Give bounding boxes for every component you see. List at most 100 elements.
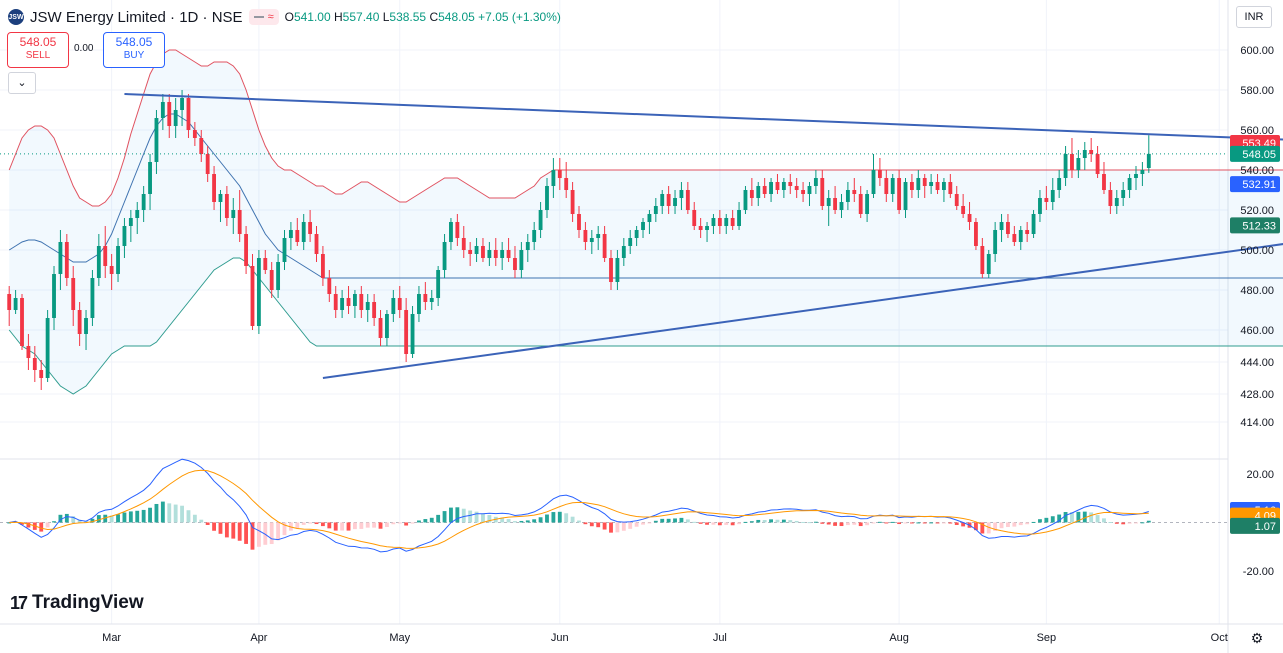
candle-down <box>493 250 498 258</box>
settings-gear-icon[interactable]: ⚙ <box>1250 630 1264 646</box>
macd-histogram-bar <box>705 522 709 525</box>
macd-histogram-bar <box>327 522 332 529</box>
candle-up <box>589 238 594 242</box>
candle-up <box>653 206 658 214</box>
histogram-value-label-bg <box>1230 517 1280 534</box>
candle-down <box>269 270 274 290</box>
candle-down <box>320 254 325 278</box>
candle-down <box>974 222 978 246</box>
sell-label: SELL <box>25 50 51 61</box>
macd-histogram-bar <box>1134 522 1138 524</box>
macd-histogram-bar <box>1044 517 1049 523</box>
candle-up <box>436 270 441 298</box>
candle-down <box>935 182 940 190</box>
candle-down <box>948 182 953 194</box>
upper-trend-line <box>124 93 1283 141</box>
macd-histogram-bar <box>986 522 991 534</box>
candle-up <box>756 186 761 198</box>
macd-histogram-bar <box>570 516 575 523</box>
currency-selector[interactable]: INR <box>1236 6 1272 28</box>
price-tick-label: 520.00 <box>1240 205 1274 217</box>
candle-up <box>743 190 748 210</box>
macd-histogram-bar <box>551 512 556 523</box>
candle-up <box>1140 170 1145 174</box>
macd-histogram-bar <box>1006 522 1010 528</box>
candle-up <box>218 194 223 202</box>
macd-histogram-bar <box>711 522 716 525</box>
macd-histogram-bar <box>340 522 345 531</box>
macd-histogram-bar <box>589 522 594 527</box>
candle-up <box>256 258 261 326</box>
candle-up <box>737 210 741 226</box>
macd-histogram-bar <box>128 511 133 523</box>
candle-up <box>673 198 677 206</box>
candle-down <box>263 258 268 270</box>
candle-down <box>583 230 588 242</box>
candle-up <box>340 298 345 310</box>
macd-histogram-bar <box>180 505 184 523</box>
candle-down <box>1070 154 1074 170</box>
candle-up <box>96 246 101 278</box>
time-tick-label: Apr <box>250 632 267 644</box>
macd-histogram-bar <box>666 518 671 523</box>
macd-histogram-bar <box>506 519 511 523</box>
macd-histogram-bar <box>250 522 255 550</box>
collapse-chevron-icon[interactable]: ⌄ <box>8 72 36 94</box>
macd-histogram-bar <box>378 522 383 529</box>
middle-band-price-label-bg <box>1230 176 1280 193</box>
sell-button[interactable]: 548.05 SELL <box>7 32 69 68</box>
candle-up <box>826 198 831 206</box>
candle-down <box>980 246 985 274</box>
minus-icon <box>253 16 264 18</box>
candle-down <box>199 138 204 154</box>
macd-histogram-bar <box>1012 522 1017 527</box>
candle-down <box>186 98 191 130</box>
macd-histogram-bar <box>346 522 351 531</box>
last-price-label-bg <box>1230 145 1280 162</box>
macd-histogram-bar <box>109 515 114 523</box>
candle-down <box>237 210 242 234</box>
candle-up <box>942 182 946 190</box>
candle-up <box>385 314 389 338</box>
candle-down <box>1012 234 1017 242</box>
candle-down <box>397 298 402 310</box>
candle-down <box>794 186 799 190</box>
candle-down <box>577 214 581 230</box>
chart-title[interactable]: JSW Energy Limited · 1D · NSE <box>30 8 243 26</box>
candle-up <box>551 170 556 186</box>
macd-histogram-bar <box>519 520 524 523</box>
macd-histogram-bar <box>1057 514 1062 523</box>
candle-up <box>999 222 1004 230</box>
macd-histogram-bar <box>410 522 415 524</box>
candle-down <box>513 258 517 270</box>
macd-histogram-bar <box>781 519 786 523</box>
candle-up <box>122 226 127 246</box>
buy-button[interactable]: 548.05 BUY <box>103 32 165 68</box>
candle-down <box>717 218 722 226</box>
candle-down <box>244 234 249 266</box>
candle-down <box>609 258 613 282</box>
macd-histogram-bar <box>865 522 870 526</box>
macd-histogram-bar <box>20 522 24 525</box>
candle-up <box>769 182 773 194</box>
candle-down <box>884 178 889 194</box>
last-price-label: 548.05 <box>1242 149 1276 161</box>
macd-histogram-bar <box>308 522 313 524</box>
macd-histogram-bar <box>858 522 863 527</box>
indicator-toggle[interactable]: ≈ <box>248 9 279 25</box>
sell-price: 548.05 <box>19 35 57 49</box>
macd-histogram-bar <box>545 514 549 523</box>
macd-histogram-bar <box>903 522 908 524</box>
macd-histogram-bar <box>775 519 780 523</box>
macd-histogram-bar <box>7 522 12 524</box>
macd-histogram-bar <box>256 522 261 547</box>
candle-down <box>698 226 703 230</box>
macd-histogram-bar <box>474 511 479 523</box>
macd-histogram-bar <box>365 522 370 528</box>
macd-histogram-bar <box>602 522 607 530</box>
candle-up <box>660 194 665 206</box>
candle-up <box>545 186 549 210</box>
candle-up <box>1038 198 1042 214</box>
candle-up <box>871 170 876 194</box>
